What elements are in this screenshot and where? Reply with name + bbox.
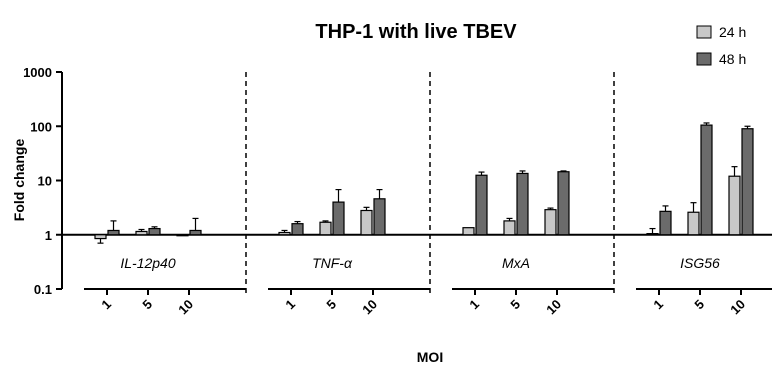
bar [462,227,475,236]
x-tick-label: 1 [650,297,666,313]
group-label: MxA [502,255,530,271]
bar [544,209,557,236]
y-tick-label: 10 [38,174,52,189]
bar [557,171,570,236]
bar [659,210,672,236]
bar [319,221,332,236]
x-tick-label: 10 [359,297,380,318]
bar [700,124,713,236]
chart-title: THP-1 with live TBEV [315,21,517,43]
bar [107,229,120,236]
y-tick-label: 0.1 [34,282,52,297]
legend-swatch-48h [696,52,712,66]
group-label: IL-12p40 [120,255,175,271]
bar [148,227,161,236]
bar [646,233,659,236]
bar [360,209,373,236]
bar [516,172,529,236]
legend: 24 h 48 h [696,24,746,67]
bar [291,223,304,236]
bar [503,220,516,236]
legend-swatch-24h [696,25,712,39]
legend-label-48h: 48 h [719,51,746,67]
y-tick-label: 1000 [23,65,52,80]
bar [176,234,189,237]
x-tick-label: 5 [139,297,155,313]
x-tick-label: 1 [466,297,482,313]
x-tick-label: 5 [507,297,523,313]
x-tick-label: 1 [98,297,114,313]
bar [189,229,202,236]
y-axis-label: Fold change [11,139,27,222]
bar [332,201,345,236]
y-tick-label: 1 [45,228,52,243]
bar [687,211,700,236]
bar [278,231,291,236]
bar [94,234,107,240]
legend-label-24h: 24 h [719,24,746,40]
x-tick-label: 10 [175,297,196,318]
bar [475,174,488,236]
x-tick-label: 10 [543,297,564,318]
x-tick-label: 5 [691,297,707,313]
bar [741,128,754,236]
y-tick-label: 100 [30,119,52,134]
bar [373,198,386,236]
x-tick-label: 1 [282,297,298,313]
group-label: TNF-α [312,255,353,271]
x-tick-label: 5 [323,297,339,313]
x-tick-label: 10 [727,297,748,318]
x-axis-label: MOI [417,349,443,365]
bar [728,175,741,236]
bar [135,230,148,236]
group-label: ISG56 [680,255,720,271]
